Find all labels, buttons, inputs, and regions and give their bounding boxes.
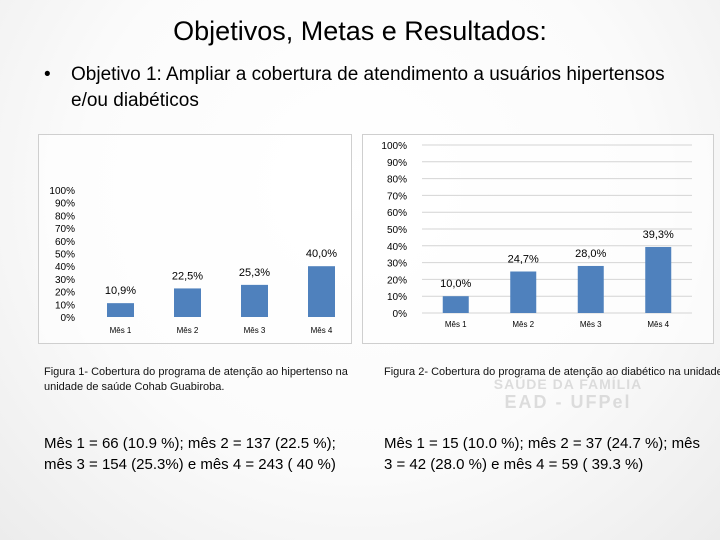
figure-2-caption: Figura 2- Cobertura do programa de atenç… bbox=[384, 366, 720, 378]
hypertension-y-tick: 30% bbox=[55, 275, 75, 286]
hypertension-counts-note: Mês 1 = 66 (10.9 %); mês 2 = 137 (22.5 %… bbox=[44, 435, 336, 473]
hypertension-y-tick: 50% bbox=[55, 250, 75, 261]
diabetes-data-label: 39,3% bbox=[643, 229, 674, 241]
hypertension-x-tick: Mês 3 bbox=[244, 326, 266, 335]
hypertension-y-tick: 90% bbox=[55, 199, 75, 210]
hypertension-y-tick: 20% bbox=[55, 288, 75, 299]
figure-1-caption: Figura 1- Cobertura do programa de atenç… bbox=[44, 366, 348, 393]
diabetes-bar bbox=[510, 271, 537, 313]
diabetes-bar bbox=[577, 265, 604, 313]
diabetes-bar bbox=[442, 296, 469, 313]
hypertension-y-tick: 80% bbox=[55, 211, 75, 222]
diabetes-y-tick: 100% bbox=[381, 141, 407, 152]
diabetes-y-tick: 10% bbox=[387, 292, 407, 303]
hypertension-data-label: 22,5% bbox=[172, 270, 203, 282]
diabetes-data-label: 28,0% bbox=[575, 248, 606, 260]
diabetes-x-tick: Mês 2 bbox=[512, 320, 534, 329]
hypertension-data-label: 10,9% bbox=[105, 285, 136, 297]
diabetes-x-tick: Mês 1 bbox=[445, 320, 467, 329]
hypertension-bar bbox=[174, 288, 201, 317]
hypertension-bar bbox=[107, 303, 134, 317]
hypertension-bar bbox=[308, 266, 335, 317]
diabetes-y-tick: 70% bbox=[387, 191, 407, 202]
diabetes-y-tick: 20% bbox=[387, 275, 407, 286]
objective-bullet: • Objetivo 1: Ampliar a cobertura de ate… bbox=[44, 62, 694, 114]
diabetes-y-tick: 90% bbox=[387, 158, 407, 169]
watermark-line-1: SAÚDE DA FAMÍLIA bbox=[493, 376, 643, 392]
diabetes-data-label: 10,0% bbox=[440, 278, 471, 290]
hypertension-y-tick: 100% bbox=[49, 186, 75, 197]
hypertension-x-tick: Mês 4 bbox=[311, 326, 333, 335]
objective-text: Objetivo 1: Ampliar a cobertura de atend… bbox=[71, 64, 665, 111]
diabetes-x-tick: Mês 3 bbox=[580, 320, 602, 329]
hypertension-y-tick: 0% bbox=[61, 313, 76, 324]
diabetes-y-tick: 30% bbox=[387, 259, 407, 270]
hypertension-x-tick: Mês 1 bbox=[110, 326, 132, 335]
hypertension-y-tick: 10% bbox=[55, 300, 75, 311]
hypertension-data-label: 25,3% bbox=[239, 267, 270, 279]
watermark: SAÚDE DA FAMÍLIA EAD - UFPel bbox=[468, 376, 668, 413]
watermark-line-2: EAD - UFPel bbox=[504, 392, 632, 412]
hypertension-y-tick: 70% bbox=[55, 224, 75, 235]
diabetes-y-tick: 50% bbox=[387, 225, 407, 236]
diabetes-y-tick: 0% bbox=[393, 309, 408, 320]
diabetes-bar bbox=[645, 246, 672, 313]
hypertension-bar bbox=[241, 284, 268, 317]
bullet-dot-icon: • bbox=[44, 64, 51, 85]
hypertension-y-tick: 40% bbox=[55, 262, 75, 273]
diabetes-y-tick: 80% bbox=[387, 175, 407, 186]
hypertension-data-label: 40,0% bbox=[306, 248, 337, 260]
hypertension-y-tick: 60% bbox=[55, 237, 75, 248]
diabetes-y-tick: 40% bbox=[387, 242, 407, 253]
diabetes-counts-note: Mês 1 = 15 (10.0 %); mês 2 = 37 (24.7 %)… bbox=[384, 435, 700, 473]
diabetes-data-label: 24,7% bbox=[508, 254, 539, 266]
diabetes-y-tick: 60% bbox=[387, 208, 407, 219]
slide-title: Objetivos, Metas e Resultados: bbox=[173, 16, 547, 46]
hypertension-x-tick: Mês 2 bbox=[177, 326, 199, 335]
diabetes-x-tick: Mês 4 bbox=[647, 320, 669, 329]
